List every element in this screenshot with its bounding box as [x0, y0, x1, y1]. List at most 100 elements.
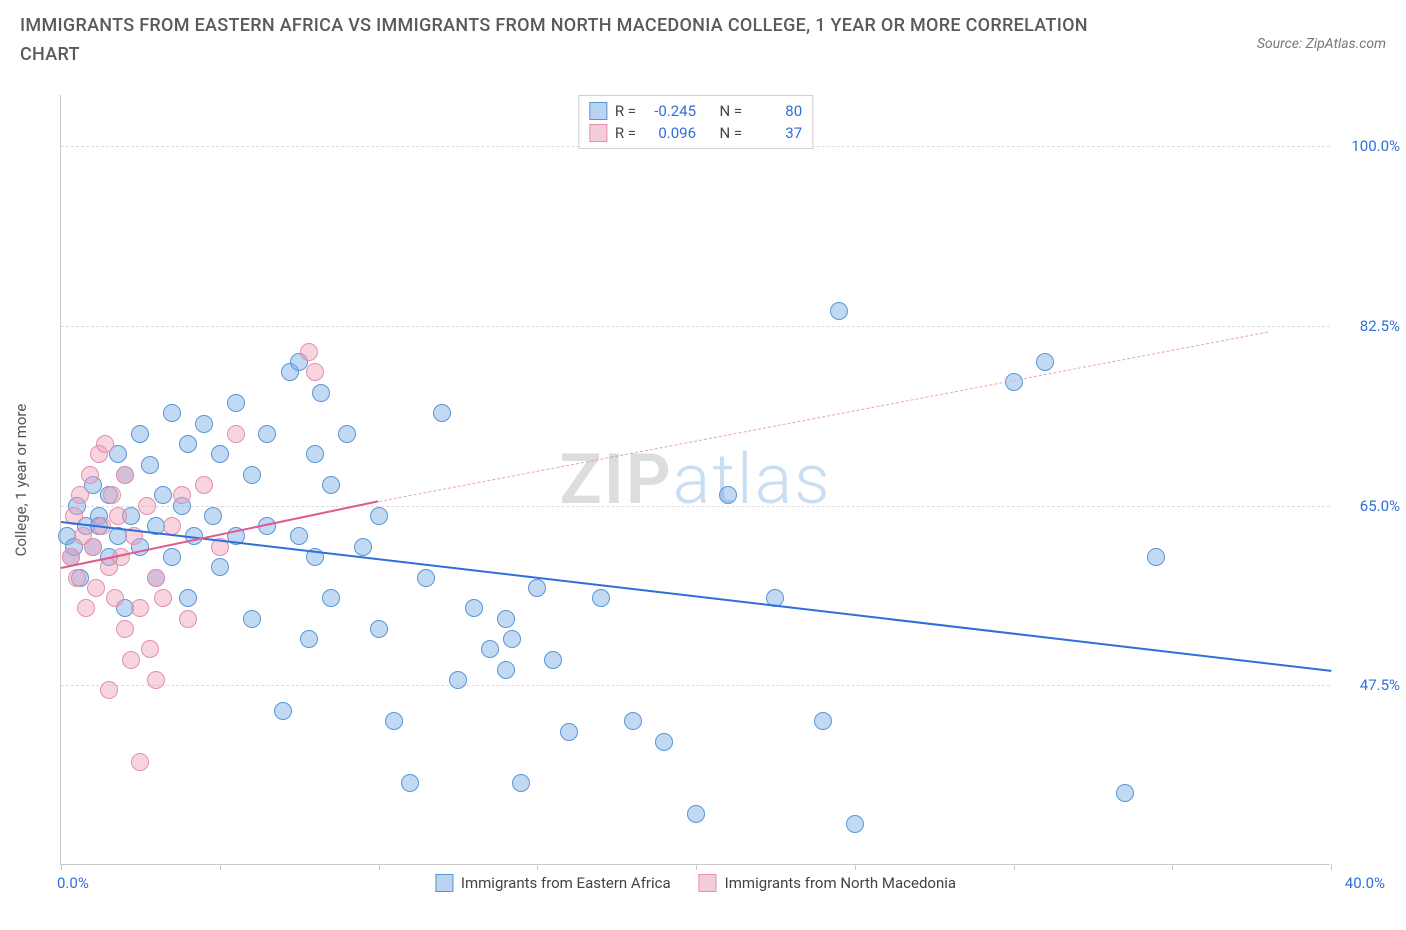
- scatter-point: [417, 569, 435, 587]
- scatter-point: [830, 302, 848, 320]
- scatter-point: [109, 507, 127, 525]
- scatter-point: [306, 363, 324, 381]
- x-axis-max-label: 40.0%: [1345, 874, 1385, 892]
- scatter-point: [322, 476, 340, 494]
- scatter-point: [300, 343, 318, 361]
- scatter-point: [100, 681, 118, 699]
- scatter-point: [179, 610, 197, 628]
- scatter-point: [138, 497, 156, 515]
- scatter-point: [465, 599, 483, 617]
- scatter-point: [401, 774, 419, 792]
- scatter-point: [122, 651, 140, 669]
- x-tick: [379, 864, 380, 870]
- legend-n-value-1: 80: [750, 102, 802, 120]
- scatter-point: [195, 415, 213, 433]
- x-tick: [696, 864, 697, 870]
- scatter-point: [227, 425, 245, 443]
- scatter-point: [512, 774, 530, 792]
- x-tick: [855, 864, 856, 870]
- scatter-point: [385, 712, 403, 730]
- scatter-point: [592, 589, 610, 607]
- watermark-zip: ZIP: [559, 439, 672, 521]
- scatter-point: [243, 610, 261, 628]
- legend-item-series1: Immigrants from Eastern Africa: [435, 874, 671, 892]
- legend-stats-row-1: R = -0.245 N = 80: [589, 100, 802, 122]
- scatter-point: [179, 589, 197, 607]
- plot-area: ZIPatlas R = -0.245 N = 80 R = 0.096 N =…: [60, 95, 1330, 865]
- scatter-point: [154, 589, 172, 607]
- y-tick-label: 100.0%: [1340, 137, 1400, 155]
- scatter-point: [274, 702, 292, 720]
- gridline-h: [61, 506, 1330, 507]
- scatter-point: [655, 733, 673, 751]
- scatter-point: [1116, 784, 1134, 802]
- legend-label-series2: Immigrants from North Macedonia: [725, 874, 956, 892]
- scatter-point: [433, 404, 451, 422]
- legend-swatch-series1: [589, 102, 607, 120]
- scatter-point: [147, 671, 165, 689]
- scatter-point: [1036, 353, 1054, 371]
- scatter-point: [163, 548, 181, 566]
- scatter-point: [497, 661, 515, 679]
- scatter-point: [481, 640, 499, 658]
- scatter-point: [84, 538, 102, 556]
- trend-line: [61, 521, 1331, 672]
- scatter-point: [141, 456, 159, 474]
- scatter-point: [290, 527, 308, 545]
- x-tick: [61, 864, 62, 870]
- legend-r-label: R =: [615, 124, 636, 142]
- scatter-point: [131, 753, 149, 771]
- scatter-point: [163, 404, 181, 422]
- legend-n-value-2: 37: [750, 124, 802, 142]
- scatter-point: [173, 486, 191, 504]
- legend-bottom: Immigrants from Eastern Africa Immigrant…: [435, 874, 956, 892]
- scatter-point: [71, 486, 89, 504]
- scatter-point: [96, 435, 114, 453]
- scatter-point: [370, 620, 388, 638]
- scatter-point: [719, 486, 737, 504]
- scatter-point: [103, 486, 121, 504]
- legend-r-label: R =: [615, 102, 636, 120]
- chart-container: ZIPatlas R = -0.245 N = 80 R = 0.096 N =…: [60, 95, 1380, 865]
- scatter-point: [227, 394, 245, 412]
- source-credit: Source: ZipAtlas.com: [1257, 36, 1386, 52]
- scatter-point: [179, 435, 197, 453]
- x-tick: [1331, 864, 1332, 870]
- watermark-atlas: atlas: [673, 439, 832, 521]
- y-tick-label: 65.0%: [1340, 497, 1400, 515]
- scatter-point: [81, 466, 99, 484]
- legend-n-label: N =: [720, 102, 743, 120]
- legend-swatch-series2: [699, 874, 717, 892]
- scatter-point: [116, 466, 134, 484]
- scatter-point: [154, 486, 172, 504]
- scatter-point: [503, 630, 521, 648]
- scatter-point: [243, 466, 261, 484]
- scatter-point: [338, 425, 356, 443]
- trend-line: [378, 331, 1267, 501]
- scatter-point: [528, 579, 546, 597]
- scatter-point: [106, 589, 124, 607]
- x-axis-min-label: 0.0%: [57, 874, 89, 892]
- gridline-h: [61, 685, 1330, 686]
- y-tick-label: 47.5%: [1340, 676, 1400, 694]
- legend-stats-box: R = -0.245 N = 80 R = 0.096 N = 37: [578, 95, 813, 149]
- scatter-point: [312, 384, 330, 402]
- legend-r-value-1: -0.245: [644, 102, 696, 120]
- legend-swatch-series1: [435, 874, 453, 892]
- legend-stats-row-2: R = 0.096 N = 37: [589, 122, 802, 144]
- scatter-point: [560, 723, 578, 741]
- legend-swatch-series2: [589, 124, 607, 142]
- scatter-point: [141, 640, 159, 658]
- scatter-point: [77, 599, 95, 617]
- legend-label-series1: Immigrants from Eastern Africa: [461, 874, 671, 892]
- scatter-point: [147, 569, 165, 587]
- scatter-point: [306, 445, 324, 463]
- scatter-point: [131, 599, 149, 617]
- x-tick: [1172, 864, 1173, 870]
- y-tick-label: 82.5%: [1340, 317, 1400, 335]
- scatter-point: [354, 538, 372, 556]
- chart-title: IMMIGRANTS FROM EASTERN AFRICA VS IMMIGR…: [20, 12, 1120, 70]
- watermark: ZIPatlas: [559, 439, 831, 521]
- legend-r-value-2: 0.096: [644, 124, 696, 142]
- scatter-point: [624, 712, 642, 730]
